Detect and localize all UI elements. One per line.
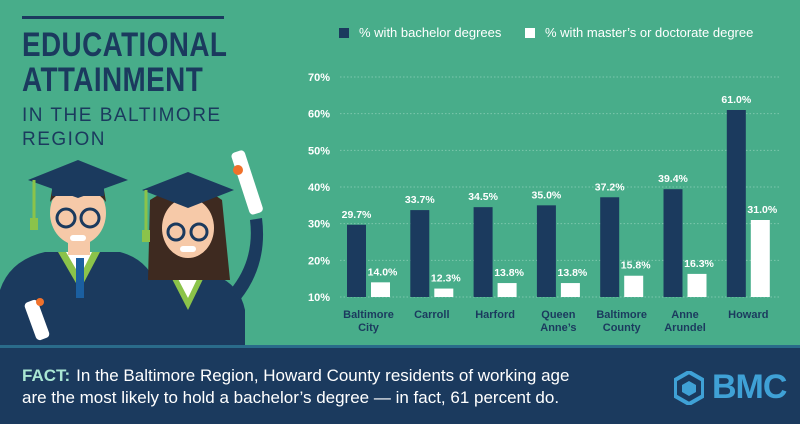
data-label: 15.8% (621, 260, 651, 272)
legend-swatch-masters (525, 27, 535, 38)
fact-label: FACT: (22, 366, 71, 385)
data-label: 33.7% (405, 194, 435, 206)
y-tick-label: 60% (308, 109, 330, 121)
bar (560, 283, 580, 297)
title-accent-line (22, 16, 224, 19)
data-label: 31.0% (747, 204, 777, 216)
graduates-illustration (0, 150, 264, 345)
legend-swatch-bachelor (339, 27, 349, 38)
x-tick-label: Baltimore County (596, 309, 647, 334)
data-label: 37.2% (595, 181, 625, 193)
bar (750, 220, 770, 297)
bar (371, 282, 390, 297)
x-tick-label: Carroll (414, 309, 449, 321)
y-tick-label: 40% (308, 182, 330, 194)
male-graduate (0, 160, 158, 345)
legend-item-bachelor: % with bachelor degrees (339, 25, 501, 40)
bar (536, 205, 556, 297)
legend-label-masters: % with master’s or doctorate degree (545, 25, 754, 40)
data-label: 12.3% (431, 273, 461, 285)
bmc-hexagon-icon (674, 370, 704, 405)
footer-bar: FACT: In the Baltimore Region, Howard Cou… (0, 345, 800, 424)
bar (473, 207, 493, 297)
legend-item-masters: % with master’s or doctorate degree (525, 25, 753, 40)
bar (726, 110, 746, 297)
bar (624, 275, 644, 297)
fact-text-block: FACT: In the Baltimore Region, Howard Cou… (22, 365, 582, 409)
bar (663, 189, 683, 297)
bar (410, 210, 430, 297)
data-label: 29.7% (342, 209, 372, 221)
data-label: 61.0% (721, 94, 751, 106)
bmc-logo-text: BMC (712, 368, 787, 406)
data-label: 13.8% (558, 267, 588, 279)
data-label: 14.0% (368, 266, 398, 278)
fact-text: In the Baltimore Region, Howard County r… (22, 366, 570, 407)
female-graduate (130, 150, 264, 345)
page-subtitle: IN THE BALTIMORE REGION (22, 105, 222, 150)
bar (434, 288, 454, 297)
bmc-logo: BMC (674, 368, 787, 407)
data-label: 39.4% (658, 173, 688, 185)
x-tick-label: Howard (728, 309, 768, 321)
bar (497, 283, 517, 297)
bar (687, 273, 707, 297)
data-label: 13.8% (494, 267, 524, 279)
x-tick-label: Queen Anne’s (540, 309, 576, 334)
y-tick-label: 10% (308, 292, 330, 304)
y-tick-label: 50% (308, 145, 330, 157)
legend-label-bachelor: % with bachelor degrees (359, 25, 502, 40)
bar-chart: 70% 60% 50% 40% 30% 20% 10% 29.7% 14.0% Baltimore… (308, 72, 780, 334)
bar (600, 197, 620, 297)
y-tick-label: 30% (308, 219, 330, 231)
bar (347, 224, 366, 297)
x-tick-label: Harford (475, 309, 515, 321)
page-title: EDUCATIONAL ATTAINMENT (22, 26, 228, 99)
data-label: 16.3% (684, 258, 714, 270)
x-tick-label: Anne Arundel (664, 309, 706, 334)
y-tick-label: 20% (308, 255, 330, 267)
data-label: 35.0% (532, 189, 562, 201)
y-tick-label: 70% (308, 72, 330, 84)
data-label: 34.5% (468, 191, 498, 203)
x-tick-label: Baltimore City (343, 309, 394, 334)
